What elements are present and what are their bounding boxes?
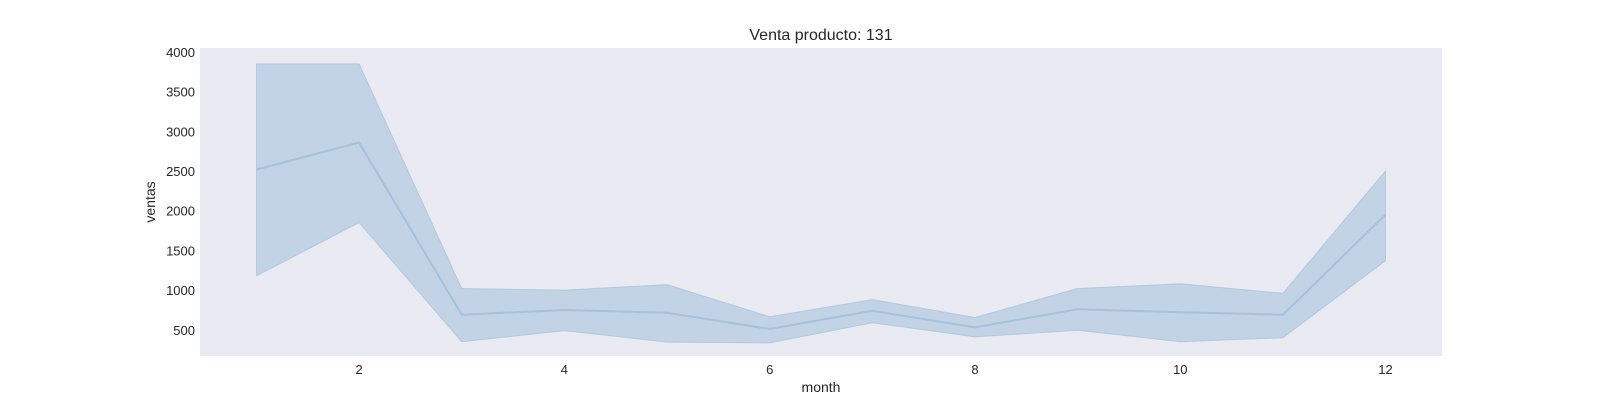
y-tick-label: 1500 bbox=[166, 243, 195, 258]
y-tick-label: 1000 bbox=[166, 283, 195, 298]
series-line-layer bbox=[256, 141, 1387, 331]
y-tick-label: 3500 bbox=[166, 85, 195, 100]
y-axis-label: ventas bbox=[142, 181, 158, 222]
y-tick-label: 2500 bbox=[166, 164, 195, 179]
chart-title: Venta producto: 131 bbox=[749, 27, 892, 44]
y-tick-label: 4000 bbox=[166, 45, 195, 60]
x-tick-labels: 2 4 6 8 10 12 bbox=[355, 362, 1392, 377]
x-axis-label: month bbox=[802, 379, 841, 395]
x-tick-label: 8 bbox=[971, 362, 978, 377]
x-tick-label: 10 bbox=[1173, 362, 1187, 377]
y-tick-label: 2000 bbox=[166, 204, 195, 219]
x-tick-label: 2 bbox=[355, 362, 362, 377]
y-tick-label: 500 bbox=[173, 323, 195, 338]
series-line bbox=[256, 141, 1387, 331]
y-tick-label: 3000 bbox=[166, 124, 195, 139]
x-tick-label: 6 bbox=[766, 362, 773, 377]
y-tick-labels: 500 1000 1500 2000 2500 3000 3500 4000 bbox=[166, 45, 195, 338]
x-tick-label: 4 bbox=[561, 362, 568, 377]
x-tick-label: 12 bbox=[1378, 362, 1392, 377]
